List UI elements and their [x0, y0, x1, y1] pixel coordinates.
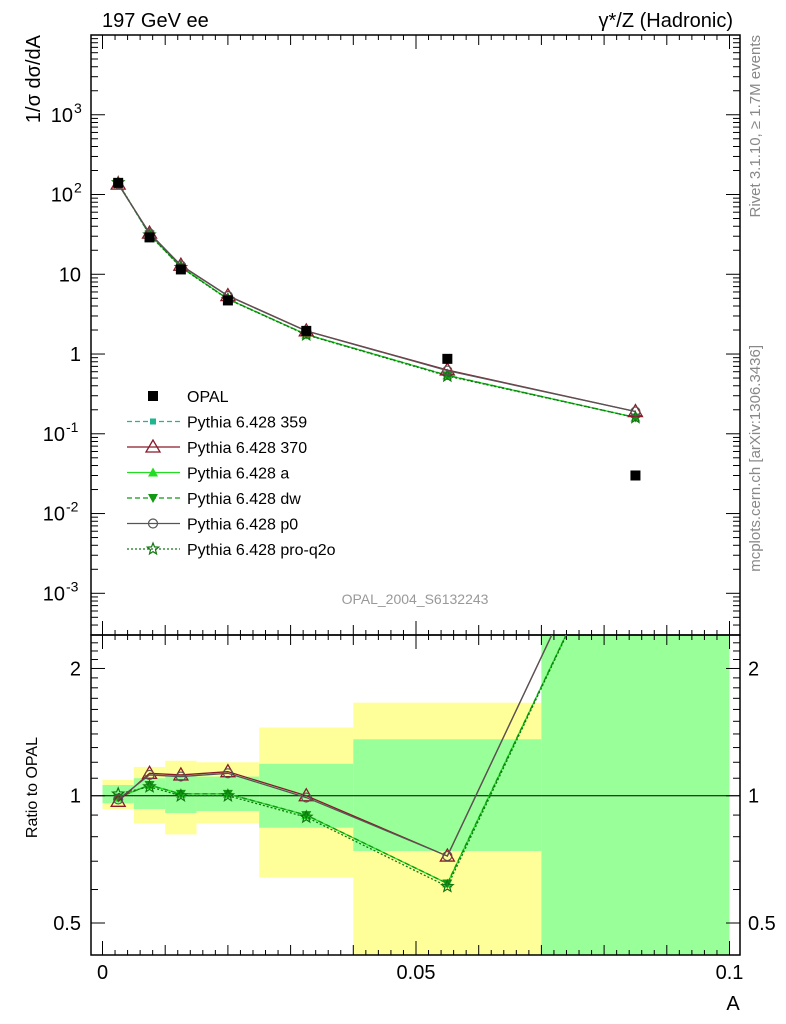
y-tick-label: 10: [43, 424, 65, 446]
pp0-marker: [630, 406, 641, 417]
legend-label: Pythia 6.428 370: [187, 440, 307, 457]
pq2o-marker: [628, 409, 643, 424]
opal-marker: [175, 264, 186, 275]
y-tick-exponent: -1: [66, 419, 79, 435]
pp0-marker: [301, 792, 312, 803]
uncertainty-band-green: [353, 739, 542, 852]
y-tick-label: 10: [51, 105, 73, 127]
pp0-marker: [147, 518, 159, 529]
ratio-tick-label-right: 0.5: [748, 913, 776, 935]
main-series: [110, 174, 644, 481]
pq2o-marker: [440, 368, 455, 383]
opal-marker: [113, 177, 124, 188]
left-title: 197 GeV ee: [102, 10, 209, 32]
pdw-marker: [442, 879, 453, 889]
legend-label: Pythia 6.428 359: [187, 415, 307, 432]
ratio-axes: 0.5 0.5 1 1 2 2 0 0.05 0.1: [53, 634, 776, 984]
analysis-label: OPAL_2004_S6132243: [342, 591, 489, 607]
pp0-marker: [144, 769, 155, 781]
pq2o-marker: [173, 788, 189, 802]
y-tick-exponent: 3: [74, 100, 82, 116]
p370-marker: [144, 438, 162, 453]
y-tick-label: 1: [70, 344, 81, 366]
pp0-marker: [442, 850, 453, 862]
legend-label: OPAL: [187, 389, 229, 406]
pp0-marker: [175, 771, 186, 782]
legend-label: Pythia 6.428 a: [187, 466, 289, 483]
pa-marker: [148, 467, 158, 477]
y-tick-label: 10: [59, 264, 81, 286]
pdw-marker: [301, 811, 312, 821]
pdw-marker: [222, 789, 233, 799]
opal-marker: [144, 232, 155, 243]
legend-label: Pythia 6.428 dw: [187, 491, 301, 508]
p370-line: [117, 183, 636, 413]
ratio-series: [110, 635, 568, 893]
x-tick-label: 0: [97, 962, 108, 984]
pdw-marker: [148, 494, 158, 503]
pp0-line: [117, 183, 636, 413]
pdw-marker: [144, 781, 155, 791]
y-tick-exponent: -2: [66, 499, 79, 515]
ratio-tick-label-left: 0.5: [53, 913, 81, 935]
right-title: γ*/Z (Hadronic): [599, 10, 733, 32]
pdw-line: [117, 183, 636, 419]
mcplots-note: mcplots.cern.ch [arXiv:1306.3436]: [747, 345, 764, 572]
p359-marker: [150, 418, 156, 425]
x-tick-label: 0.1: [716, 962, 744, 984]
pdw-marker: [175, 789, 186, 799]
opal-marker: [630, 470, 641, 481]
legend-label: Pythia 6.428 pro-q2o: [187, 542, 336, 559]
pp0-marker: [222, 768, 233, 779]
pq2o-ratio-line: [118, 635, 568, 888]
rivet-note: Rivet 3.1.10, ≥ 1.7M events: [747, 35, 764, 218]
legend-label: Pythia 6.428 p0: [187, 517, 298, 534]
y-tick-exponent: -3: [66, 578, 79, 594]
y-tick-exponent: 2: [74, 180, 82, 196]
x-tick-label: 0.05: [397, 962, 436, 984]
pq2o-marker: [142, 779, 157, 793]
y-axis-label-ratio: Ratio to OPAL: [24, 737, 41, 838]
y-tick-label: 10: [43, 504, 65, 526]
ratio-frame: [90, 634, 741, 956]
y-tick-label: 10: [51, 185, 73, 207]
pq2o-marker: [299, 809, 314, 824]
pq2o-marker: [220, 788, 236, 802]
opal-marker: [301, 325, 312, 336]
pq2o-marker: [110, 786, 126, 801]
opal-marker: [148, 391, 158, 401]
pq2o-line: [117, 182, 636, 419]
y-tick-label: 10: [43, 583, 65, 605]
x-axis-label: A: [726, 993, 740, 1015]
opal-marker: [442, 353, 453, 364]
pq2o-marker: [145, 541, 161, 556]
opal-marker: [222, 295, 233, 306]
legend: OPAL Pythia 6.428 359 Pythia 6.428 370 Pyth…: [127, 389, 336, 559]
pp0-marker: [113, 794, 124, 805]
pp0-ratio-line: [117, 635, 553, 857]
ratio-tick-label-right: 2: [748, 658, 759, 680]
uncertainty-band-green: [541, 635, 730, 955]
pp0-marker: [442, 365, 453, 376]
p359-line: [117, 183, 636, 419]
pa-line: [117, 182, 636, 419]
ratio-tick-label-left: 2: [70, 658, 81, 680]
ratio-tick-label-left: 1: [70, 786, 81, 808]
pq2o-marker: [440, 878, 455, 893]
ratio-tick-label-right: 1: [748, 786, 759, 808]
y-axis-label-main: 1/σ dσ/dA: [23, 34, 45, 123]
p370-marker: [110, 793, 127, 807]
ratio-bands: [102, 635, 730, 955]
